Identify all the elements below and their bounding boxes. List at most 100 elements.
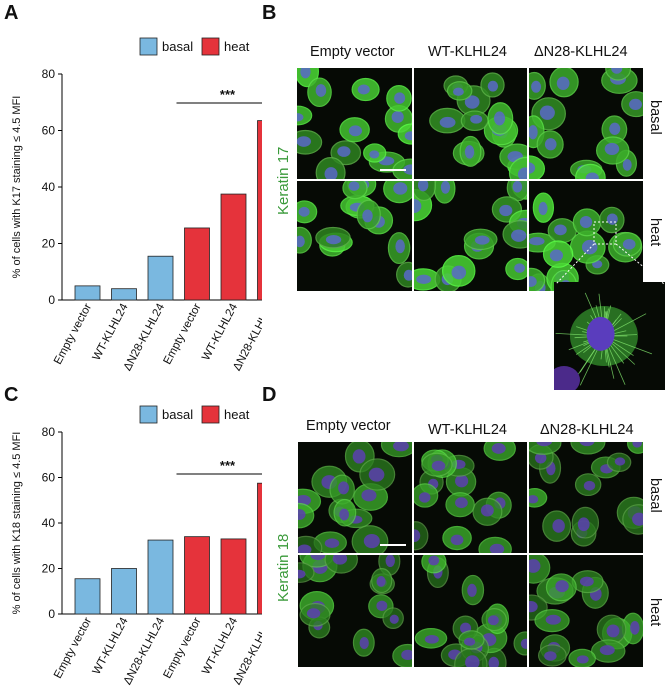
significance-label: *** bbox=[220, 458, 236, 473]
nucleus bbox=[455, 474, 469, 488]
nucleus bbox=[554, 366, 580, 390]
nucleus bbox=[630, 620, 640, 635]
nucleus bbox=[529, 125, 538, 140]
y-tick-label: 60 bbox=[42, 471, 56, 485]
cell-field bbox=[529, 442, 643, 547]
nucleus bbox=[529, 236, 545, 246]
nucleus bbox=[529, 162, 536, 174]
nucleus bbox=[555, 580, 569, 593]
nucleus bbox=[338, 481, 350, 495]
micrograph-b-heat-dn28-klhl24 bbox=[529, 181, 643, 291]
nucleus bbox=[363, 533, 380, 549]
nucleus bbox=[332, 555, 348, 565]
column-label-wt-klhl24: WT-KLHL24 bbox=[428, 422, 507, 438]
y-tick-label: 80 bbox=[42, 67, 56, 81]
nucleus bbox=[577, 517, 590, 532]
column-label-empty-vector: Empty vector bbox=[310, 44, 395, 60]
nucleus bbox=[348, 125, 363, 137]
nucleus bbox=[439, 116, 456, 128]
legend-swatch-basal bbox=[139, 37, 158, 56]
nucleus bbox=[324, 167, 338, 179]
nucleus bbox=[549, 249, 563, 262]
nucleus bbox=[348, 181, 360, 191]
nucleus bbox=[622, 239, 636, 250]
legend-label-heat: heat bbox=[224, 39, 250, 54]
nucleus bbox=[297, 235, 305, 248]
nucleus bbox=[489, 543, 505, 553]
cell-field bbox=[297, 181, 412, 288]
nucleus bbox=[514, 263, 525, 273]
column-label-wt-klhl24: WT-KLHL24 bbox=[428, 44, 507, 60]
micrograph-b-basal-wt-klhl24 bbox=[414, 68, 527, 179]
nucleus bbox=[385, 555, 395, 568]
bar-basal bbox=[147, 255, 174, 301]
nucleus bbox=[424, 634, 439, 644]
bar-basal bbox=[74, 578, 101, 615]
nucleus bbox=[599, 645, 615, 656]
nucleus bbox=[494, 111, 506, 126]
chart-k17: 0 20 40 60 80 % of cells with K17 staining ≤ … bbox=[11, 37, 262, 373]
nucleus bbox=[298, 206, 310, 217]
legend-swatch-heat bbox=[201, 37, 220, 56]
nucleus bbox=[632, 512, 643, 526]
nucleus bbox=[306, 608, 321, 619]
cell-body bbox=[529, 442, 562, 455]
nucleus bbox=[552, 519, 565, 533]
nucleus bbox=[609, 122, 621, 135]
nucleus bbox=[393, 182, 408, 195]
cell-field bbox=[414, 442, 516, 553]
nucleus bbox=[464, 95, 480, 109]
nucleus bbox=[404, 131, 412, 141]
nucleus bbox=[298, 544, 312, 553]
nucleus bbox=[465, 655, 480, 667]
cell-field bbox=[297, 68, 412, 179]
nucleus bbox=[391, 111, 404, 124]
nucleus bbox=[488, 656, 500, 667]
nucleus bbox=[583, 480, 596, 491]
nucleus bbox=[394, 92, 406, 104]
nucleus bbox=[450, 534, 464, 546]
bar-basal bbox=[74, 285, 101, 301]
y-tick-label: 0 bbox=[48, 607, 55, 621]
bar-heat bbox=[184, 227, 210, 301]
nucleus bbox=[586, 316, 615, 351]
x-tick-label: WT-KLHL24 bbox=[200, 301, 240, 362]
cell-body bbox=[529, 155, 546, 179]
x-tick-label: WT-KLHL24 bbox=[91, 615, 131, 676]
y-axis-label: % of cells with K18 staining ≤ 4.5 MFI bbox=[11, 432, 23, 615]
nucleus bbox=[428, 555, 440, 566]
nucleus bbox=[536, 442, 553, 447]
nucleus bbox=[414, 529, 421, 542]
x-tick-label: Empty vector bbox=[52, 616, 94, 681]
micrograph-b-heat-wt-klhl24 bbox=[414, 181, 527, 291]
nucleus bbox=[576, 655, 589, 664]
x-tick-label: WT-KLHL24 bbox=[91, 301, 131, 362]
panel-letter-a: A bbox=[4, 2, 19, 24]
bar-basal bbox=[147, 539, 174, 615]
column-label-dn28-klhl24: ΔN28-KLHL24 bbox=[540, 422, 634, 438]
nucleus bbox=[452, 87, 464, 96]
bar-heat bbox=[257, 120, 262, 301]
nucleus bbox=[534, 452, 547, 464]
row-label-heat: heat bbox=[647, 598, 663, 627]
nucleus bbox=[511, 229, 527, 242]
nucleus bbox=[376, 575, 386, 587]
nucleus bbox=[531, 80, 542, 93]
nucleus bbox=[529, 276, 537, 287]
bar-basal bbox=[111, 288, 137, 301]
cell-field bbox=[529, 555, 643, 667]
row-label-heat: heat bbox=[647, 218, 663, 247]
nucleus bbox=[544, 651, 557, 661]
x-tick-label: WT-KLHL24 bbox=[200, 615, 240, 676]
nucleus bbox=[538, 201, 548, 216]
nucleus bbox=[499, 204, 513, 217]
nucleus bbox=[359, 636, 369, 650]
x-tick-label: Empty vector bbox=[162, 302, 204, 367]
nucleus bbox=[324, 538, 340, 548]
nucleus bbox=[418, 492, 431, 503]
panel-letter-d: D bbox=[262, 384, 277, 406]
cell-field bbox=[529, 192, 643, 291]
nucleus bbox=[487, 615, 499, 626]
chart-k18: 0 20 40 60 80 % of cells with K18 staining ≤ … bbox=[11, 405, 262, 687]
nucleus bbox=[401, 649, 412, 661]
